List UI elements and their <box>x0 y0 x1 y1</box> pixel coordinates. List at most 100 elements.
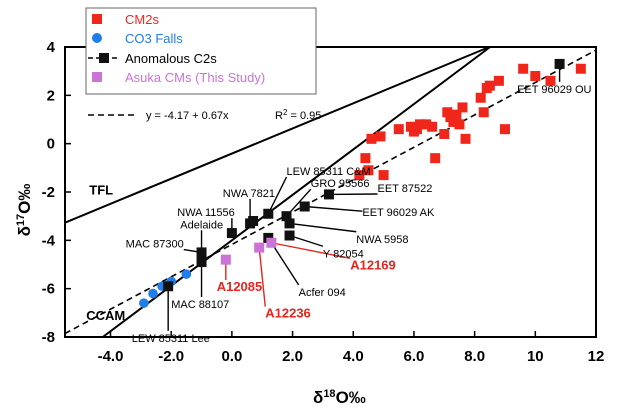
asuka-cms-this-study--point <box>266 237 277 248</box>
line-label-ccam: CCAM <box>86 308 125 323</box>
annotation-lew-85311-lee: LEW 85311 Lee <box>132 333 210 345</box>
x-tick-label: -2.0 <box>158 348 184 365</box>
cm2s-point <box>375 131 386 142</box>
legend-box <box>85 7 317 95</box>
anomalous-c2s-point <box>196 257 207 268</box>
cm2s-point <box>478 107 489 118</box>
y-tick-label: -4 <box>42 232 56 249</box>
annotation-eet-87522: EET 87522 <box>378 183 433 195</box>
cm2s-point <box>415 119 426 130</box>
cm2s-point <box>530 71 541 81</box>
anomalous-c2s-point <box>323 189 334 200</box>
asuka-cms-this-study--point <box>220 254 231 265</box>
annotation-eet-96029-ou: EET 96029 OU <box>517 84 591 96</box>
cm2s-point <box>575 63 586 74</box>
x-tick-label: 4.0 <box>343 348 364 365</box>
x-tick-label: 2.0 <box>282 348 303 365</box>
co3-falls-point <box>181 269 192 279</box>
fit-r2: R2 = 0.95 <box>275 108 321 123</box>
line-label-tfl: TFL <box>89 182 113 197</box>
cm2s-point <box>457 102 468 113</box>
anomalous-c2s-point <box>281 211 292 222</box>
cm2s-point <box>421 119 432 130</box>
leader-line <box>304 205 363 212</box>
legend-label-co3: CO3 Falls <box>125 31 183 46</box>
anomalous-c2s-point <box>284 218 295 229</box>
cm2s-point <box>448 116 459 127</box>
legend-marker-asuka <box>92 72 102 82</box>
cm2s-point <box>427 121 438 132</box>
leader-line <box>271 242 351 260</box>
leader-line <box>267 176 288 215</box>
cm2s-point <box>430 153 441 164</box>
annotation-nwa-11556: NWA 11556 <box>177 207 234 219</box>
anomalous-c2s-point <box>554 58 565 69</box>
cm2s-point <box>366 133 377 144</box>
x-tick-label: -4.0 <box>98 348 124 365</box>
cm2s-point <box>460 133 471 144</box>
anomalous-c2s-point <box>299 201 310 212</box>
anomalous-c2s-point <box>284 230 295 241</box>
x-tick-label: 6.0 <box>404 348 425 365</box>
legend-marker-c2s <box>99 53 109 63</box>
legend-marker-co3 <box>92 33 102 43</box>
annotation-acfer-094: Acfer 094 <box>299 287 346 299</box>
cm2s-point <box>545 75 556 86</box>
cm2s-point <box>378 170 389 181</box>
cm2s-point <box>499 124 510 135</box>
annotation-eet-96029-ak: EET 96029 AK <box>362 207 435 219</box>
cm2s-point <box>451 109 462 120</box>
cm2s-point <box>484 80 495 91</box>
x-tick-label: 0.0 <box>221 348 242 365</box>
cm2s-point <box>475 92 486 103</box>
annotation-a12085: A12085 <box>217 279 263 294</box>
y-tick-label: 4 <box>47 39 56 56</box>
legend-label-asuka: Asuka CMs (This Study) <box>125 70 265 85</box>
cm2s-point <box>518 63 529 74</box>
y-tick-label: 0 <box>47 136 55 153</box>
cm2s-point <box>493 75 504 86</box>
co3-falls-point <box>139 298 149 308</box>
data-points <box>139 58 586 308</box>
cm2s-point <box>454 119 465 130</box>
cm2s-point <box>439 129 450 139</box>
cm2s-point <box>363 165 374 176</box>
cm2s-point <box>354 170 365 181</box>
x-tick-label: 12 <box>588 348 605 365</box>
annotation-lew-85311-c-m: LEW 85311 C&M <box>287 166 371 178</box>
legend-marker-cm2s <box>92 14 102 24</box>
line-tfl <box>64 46 490 224</box>
x-axis-label: δ18O‰ <box>313 388 366 407</box>
legend-label-cm2s: CM2s <box>125 12 159 27</box>
leader-line <box>258 247 266 307</box>
anomalous-c2s-point <box>163 281 174 292</box>
annotation-leaders <box>167 63 561 331</box>
annotation-adelaide: Adelaide <box>180 219 223 231</box>
asuka-cms-this-study--point <box>254 242 265 253</box>
y-tick-label: -8 <box>42 329 55 346</box>
annotation-nwa-5958: NWA 5958 <box>356 234 408 246</box>
legend: CM2s CO3 Falls Anomalous C2s Asuka CMs (… <box>85 7 317 95</box>
co3-falls-point <box>148 288 158 299</box>
axis-ticks: -4.0 -2.0 0.0 2.0 4.0 6.0 8.0 10 12 4 2 0 -2 -4 -6 -8 <box>42 39 605 365</box>
y-tick-label: -6 <box>42 281 55 298</box>
annotation-mac-88107: MAC 88107 <box>171 299 229 311</box>
x-tick-label: 10 <box>527 348 544 365</box>
annotation-gro-95566: GRO 95566 <box>311 178 370 190</box>
anomalous-c2s-point <box>196 247 207 258</box>
annotation-a12169: A12169 <box>350 257 396 272</box>
annotation-a12236: A12236 <box>265 306 311 321</box>
anomalous-c2s-point <box>248 216 259 226</box>
fit-equation: y = -4.17 + 0.67x <box>146 110 229 122</box>
x-tick-label: 8.0 <box>464 348 485 365</box>
y-axis-label: δ17O‰ <box>15 184 34 237</box>
cm2s-point <box>360 153 371 164</box>
leader-line <box>289 222 357 233</box>
legend-label-c2s: Anomalous C2s <box>125 51 217 66</box>
cm2s-point <box>393 124 404 135</box>
annotation-mac-87300: MAC 87300 <box>126 239 184 251</box>
y-tick-label: 2 <box>47 87 55 104</box>
annotation-y-82054: Y 82054 <box>323 248 364 260</box>
anomalous-c2s-point <box>226 228 237 239</box>
